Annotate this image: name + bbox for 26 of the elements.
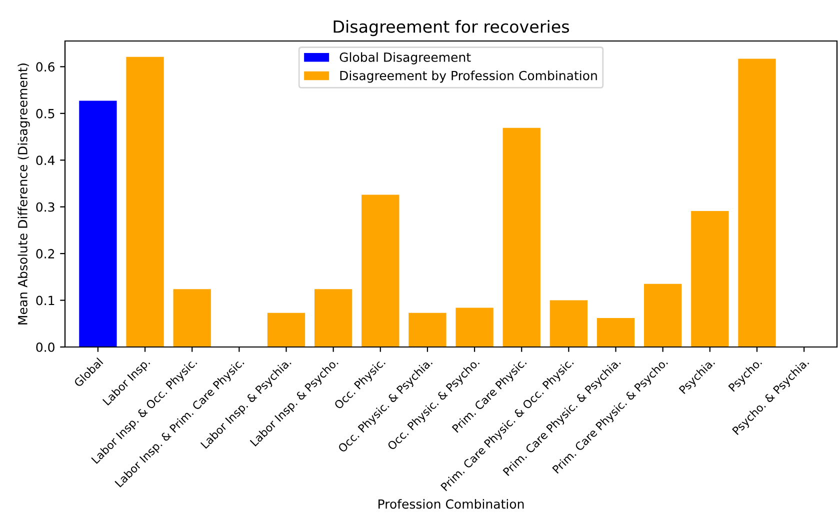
bar — [79, 100, 117, 347]
bar — [173, 289, 211, 347]
bar — [314, 289, 352, 347]
y-tick-label: 0.5 — [36, 108, 54, 118]
bar — [691, 211, 729, 347]
bar — [644, 284, 682, 347]
bar — [362, 194, 400, 347]
chart-title: Disagreement for recoveries — [334, 20, 570, 36]
legend-label: Disagreement by Profession Combination — [340, 70, 597, 83]
bar — [408, 312, 446, 347]
y-tick-label: 0.6 — [36, 62, 54, 72]
legend-label: Global Disagreement — [340, 52, 471, 64]
bar — [596, 318, 635, 347]
y-tick-label: 0.4 — [36, 156, 55, 166]
y-tick-label: 0.2 — [36, 249, 54, 258]
bar — [502, 128, 540, 347]
bar — [267, 312, 306, 347]
bar — [738, 58, 776, 347]
y-tick-label: 0.3 — [36, 202, 54, 212]
bar — [126, 56, 164, 347]
bar — [550, 300, 588, 347]
y-axis-title: Mean Absolute Difference (Disagreement) — [18, 64, 30, 324]
y-tick-label: 0.0 — [36, 342, 54, 352]
bar — [456, 308, 494, 347]
y-tick-label: 0.1 — [36, 296, 54, 306]
x-axis-title: Profession Combination — [378, 499, 524, 509]
